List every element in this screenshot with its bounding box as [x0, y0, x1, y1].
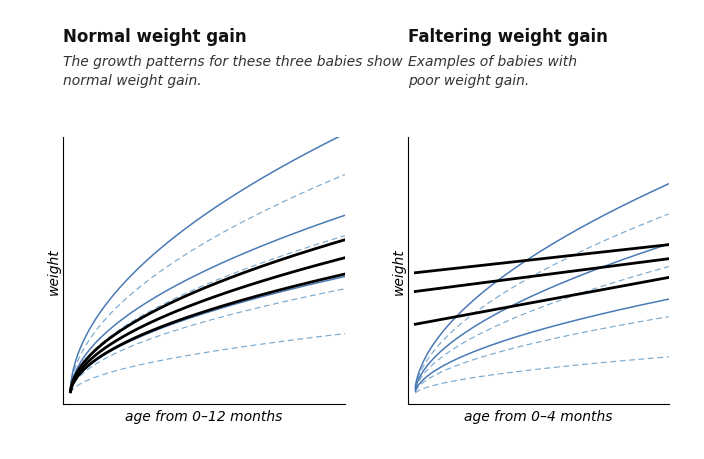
Text: Faltering weight gain: Faltering weight gain: [408, 28, 608, 45]
X-axis label: age from 0–4 months: age from 0–4 months: [465, 409, 612, 424]
Y-axis label: weight: weight: [46, 247, 61, 294]
X-axis label: age from 0–12 months: age from 0–12 months: [125, 409, 283, 424]
Text: Normal weight gain: Normal weight gain: [63, 28, 247, 45]
Text: Examples of babies with
poor weight gain.: Examples of babies with poor weight gain…: [408, 55, 577, 87]
Y-axis label: weight: weight: [391, 247, 406, 294]
Text: The growth patterns for these three babies show
normal weight gain.: The growth patterns for these three babi…: [63, 55, 403, 87]
